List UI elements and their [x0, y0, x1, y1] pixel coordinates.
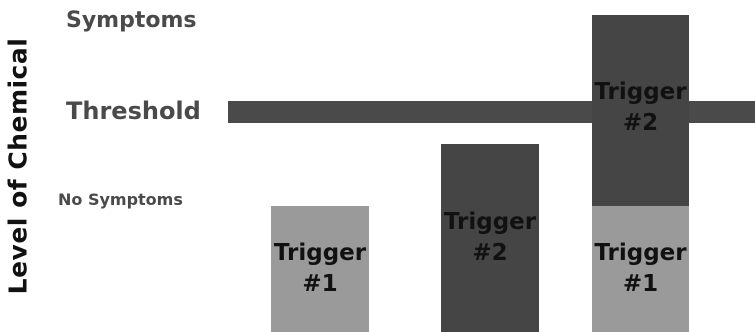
trigger-2-bar-label-line1: Trigger: [443, 208, 537, 235]
combined-bar-trigger-1-segment: Trigger #1: [592, 206, 689, 332]
combined-bar-trigger-1-label-line2: #1: [622, 271, 659, 297]
trigger-1-bar: Trigger #1: [271, 206, 369, 332]
trigger-1-bar-label-line2: #1: [302, 271, 338, 297]
y-axis-title: Level of Chemical: [3, 37, 33, 295]
trigger-1-bar-label-line1: Trigger: [273, 239, 367, 266]
combined-bar-trigger-2-label-line1: Trigger: [594, 79, 687, 105]
combined-bar-trigger-2-label-line2: #2: [622, 110, 659, 137]
symptoms-level-label: Symptoms: [66, 8, 197, 33]
threshold-level-label: Threshold: [66, 97, 201, 125]
combined-bar-trigger-1-label-line1: Trigger: [594, 239, 687, 266]
combined-bar-trigger-2-segment: Trigger #2: [592, 15, 689, 206]
trigger-2-bar-label-line2: #2: [472, 240, 508, 266]
trigger-2-bar: Trigger #2: [441, 144, 539, 332]
no-symptoms-level-label: No Symptoms: [58, 190, 183, 209]
